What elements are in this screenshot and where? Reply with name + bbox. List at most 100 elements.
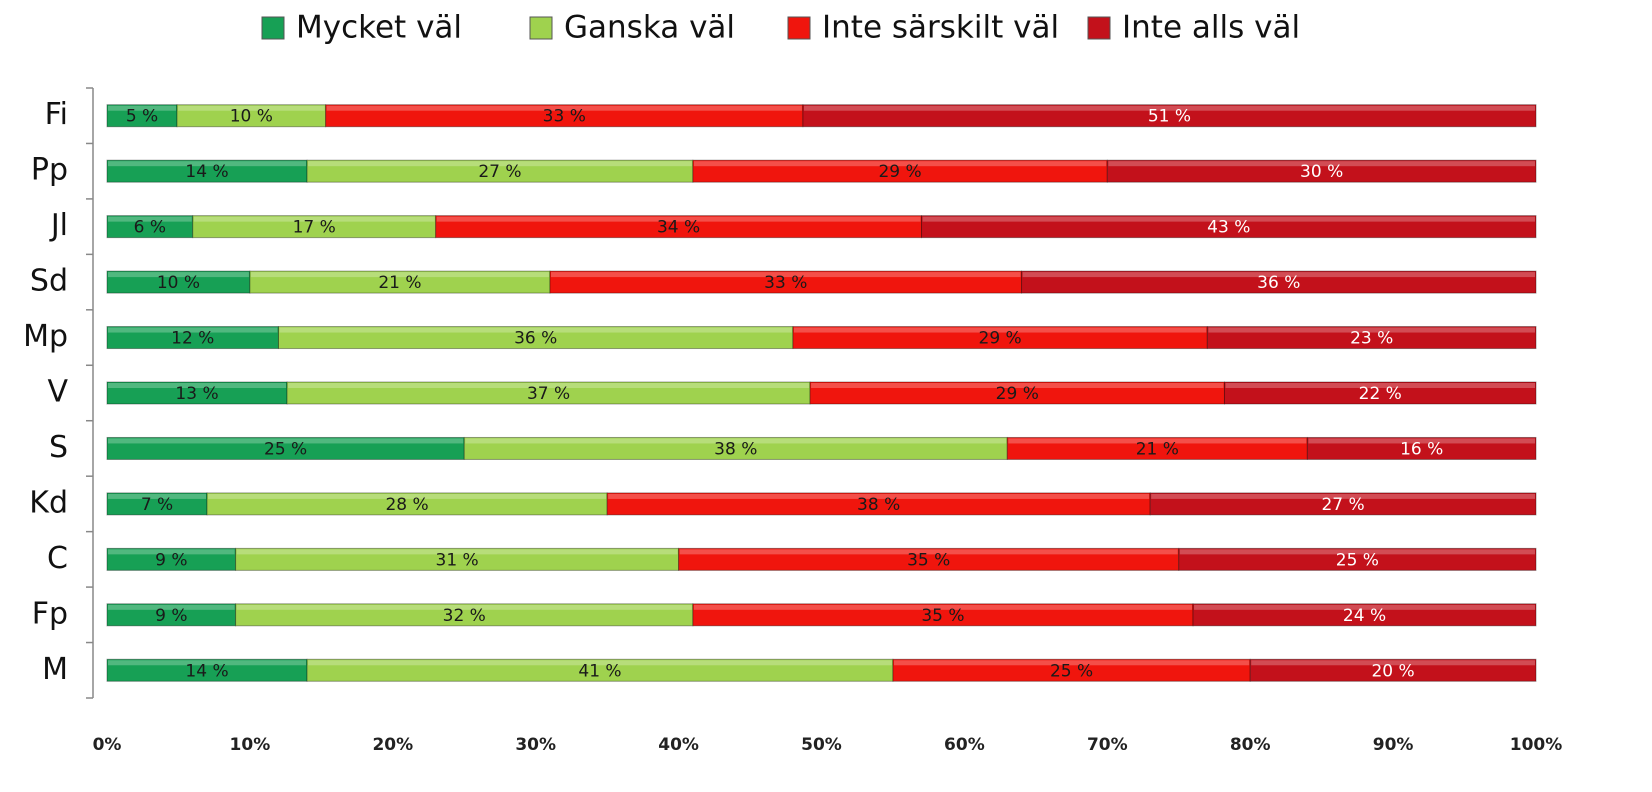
x-tick-label: 20% (372, 735, 413, 755)
value-label: 31 % (436, 550, 479, 570)
bar-highlight (108, 105, 177, 111)
value-label: 33 % (764, 273, 807, 293)
value-label: 35 % (921, 606, 964, 626)
value-label: 38 % (857, 495, 900, 515)
y-tick-label: M (42, 652, 68, 687)
value-label: 30 % (1300, 162, 1343, 182)
x-tick-label: 50% (801, 735, 842, 755)
x-tick-label: 80% (1230, 735, 1271, 755)
bar-segment (1178, 547, 1537, 571)
value-label: 25 % (1050, 661, 1093, 681)
value-label: 33 % (543, 107, 586, 127)
x-tick-label: 100% (1510, 735, 1563, 755)
value-label: 14 % (185, 162, 228, 182)
value-label: 14 % (185, 661, 228, 681)
value-label: 34 % (657, 218, 700, 238)
bar-highlight (108, 216, 192, 222)
value-label: 29 % (996, 384, 1039, 404)
bar-highlight (793, 327, 1207, 333)
bar-segment (1249, 658, 1537, 682)
legend-swatch (529, 16, 553, 40)
bar-highlight (108, 604, 235, 610)
bar-highlight (1008, 438, 1307, 444)
bar-highlight (811, 383, 1224, 388)
bar-highlight (1194, 604, 1535, 610)
bar-segment (921, 215, 1537, 239)
x-tick-label: 0% (93, 735, 122, 755)
legend-swatch (1087, 16, 1111, 40)
bar-segment (1021, 270, 1537, 294)
bar-highlight (308, 660, 892, 666)
bar-segment (1149, 492, 1537, 516)
bar-segment (106, 326, 279, 350)
value-label: 43 % (1207, 218, 1250, 238)
bar-highlight (803, 105, 1535, 111)
bar-highlight (288, 383, 810, 388)
x-tick-label: 40% (658, 735, 699, 755)
value-label: 21 % (378, 273, 421, 293)
bar-highlight (1022, 272, 1535, 278)
value-label: 51 % (1148, 107, 1191, 127)
bar-highlight (308, 161, 692, 167)
bar-highlight (193, 216, 435, 222)
bar-highlight (1151, 493, 1535, 499)
x-tick-label: 30% (515, 735, 556, 755)
value-label: 35 % (907, 550, 950, 570)
value-label: 16 % (1400, 439, 1443, 459)
y-tick-label: C (47, 541, 68, 576)
y-tick-label: Pp (31, 153, 68, 188)
bar-highlight (108, 383, 287, 388)
bar-highlight (108, 327, 278, 333)
value-label: 32 % (443, 606, 486, 626)
x-tick-label: 10% (230, 735, 271, 755)
bar-highlight (108, 549, 235, 555)
value-label: 9 % (155, 550, 187, 570)
bar-highlight (679, 549, 1178, 555)
value-label: 29 % (878, 162, 921, 182)
bar-highlight (178, 105, 325, 111)
bar-highlight (550, 272, 1021, 278)
y-tick-label: V (47, 375, 68, 410)
bar-highlight (236, 604, 692, 610)
x-tick-label: 60% (944, 735, 985, 755)
bar-highlight (1208, 327, 1535, 333)
bar-segment (1192, 603, 1537, 627)
value-label: 25 % (1336, 550, 1379, 570)
bar-highlight (608, 493, 1150, 499)
x-tick-label: 90% (1373, 735, 1414, 755)
y-tick-label: Fp (32, 596, 68, 631)
bar-highlight (1308, 438, 1535, 444)
value-label: 41 % (578, 661, 621, 681)
value-label: 27 % (1321, 495, 1364, 515)
bar-highlight (436, 216, 921, 222)
bar-highlight (465, 438, 1007, 444)
value-label: 23 % (1350, 329, 1393, 349)
value-label: 20 % (1371, 661, 1414, 681)
bar-highlight (208, 493, 607, 499)
y-tick-label: S (49, 430, 68, 465)
bar-segment (1106, 159, 1537, 183)
bar-highlight (108, 272, 249, 278)
bar-highlight (922, 216, 1535, 222)
bar-highlight (250, 272, 549, 278)
value-label: 28 % (385, 495, 428, 515)
bar-segment (106, 215, 194, 239)
value-label: 10 % (157, 273, 200, 293)
y-tick-label: Sd (30, 264, 68, 299)
bar-highlight (279, 327, 792, 333)
y-tick-label: Kd (29, 485, 68, 520)
value-label: 36 % (1257, 273, 1300, 293)
legend-label: Inte alls väl (1122, 10, 1300, 46)
bar-highlight (1225, 383, 1535, 388)
value-label: 5 % (126, 107, 158, 127)
y-tick-label: Mp (23, 319, 68, 354)
value-label: 9 % (155, 606, 187, 626)
y-tick-label: Fi (45, 97, 68, 132)
bar-segment (802, 104, 1537, 128)
bar-highlight (108, 493, 207, 499)
x-tick-label: 70% (1087, 735, 1128, 755)
legend-swatch (261, 16, 285, 40)
bar-highlight (236, 549, 678, 555)
bar-segment (1206, 326, 1537, 350)
